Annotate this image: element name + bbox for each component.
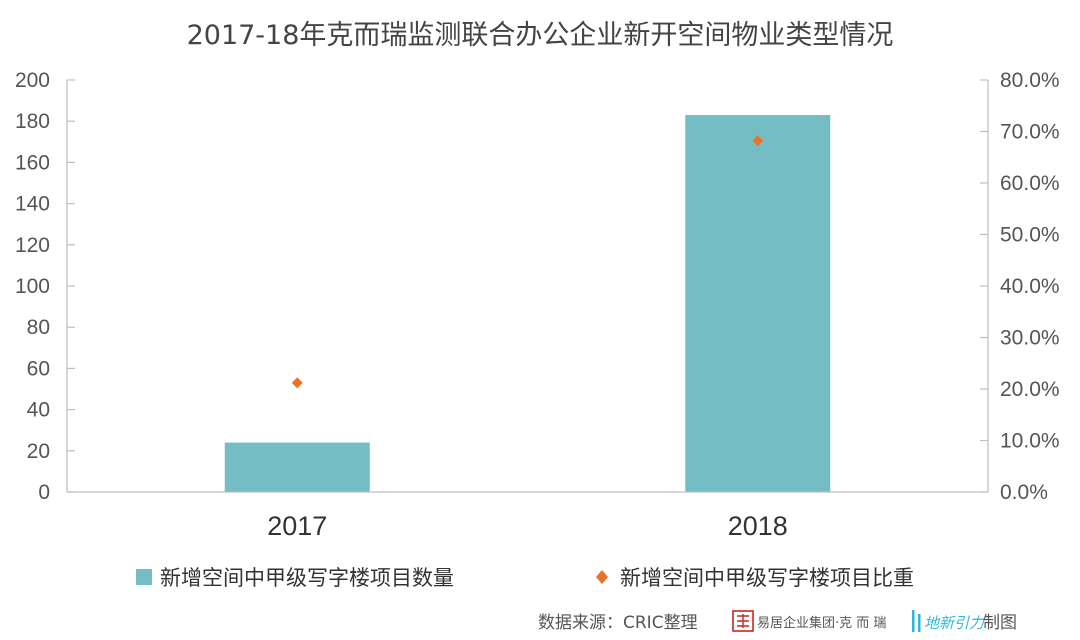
bar-series — [224, 115, 831, 493]
bar — [224, 442, 370, 492]
source-footer: 数据来源：CRIC整理 易居企业集团·克 而 瑞 地新引力 制图 — [538, 610, 1017, 633]
legend-point-label: 新增空间中甲级写字楼项目比重 — [620, 566, 914, 590]
left-tick-label: 180 — [15, 110, 50, 133]
right-tick-label: 60.0% — [1000, 172, 1060, 195]
data-point — [752, 135, 764, 147]
left-tick-label: 80 — [27, 316, 50, 339]
left-tick-label: 40 — [27, 399, 50, 422]
point-series — [291, 135, 764, 389]
legend-point-swatch — [596, 570, 608, 584]
left-tick-label: 20 — [27, 440, 50, 463]
source-label: 数据来源：CRIC整理 — [538, 613, 698, 633]
dixinyinli-logo-icon — [912, 610, 921, 632]
legend-bar-label: 新增空间中甲级写字楼项目数量 — [160, 566, 454, 590]
right-tick-label: 10.0% — [1000, 430, 1060, 453]
data-point — [291, 377, 303, 389]
bar — [685, 115, 831, 493]
right-tick-label: 80.0% — [1000, 69, 1060, 92]
category-label: 2017 — [267, 511, 327, 541]
right-tick-label: 0.0% — [1000, 481, 1048, 504]
left-tick-label: 120 — [15, 234, 50, 257]
right-tick-label: 70.0% — [1000, 121, 1060, 144]
yiju-seal-icon — [732, 610, 754, 632]
legend-bar-swatch — [136, 569, 152, 585]
right-tick-label: 30.0% — [1000, 327, 1060, 350]
chart-title: 2017-18年克而瑞监测联合办公企业新开空间物业类型情况 — [187, 20, 894, 51]
left-tick-label: 160 — [15, 151, 50, 174]
left-tick-label: 140 — [15, 193, 50, 216]
footer-suffix: 制图 — [983, 613, 1017, 633]
right-tick-label: 50.0% — [1000, 224, 1060, 247]
left-tick-label: 200 — [15, 69, 50, 92]
left-tick-label: 100 — [15, 275, 50, 298]
left-y-axis: 0 20 40 60 80 100 120 140 160 180 200 — [15, 69, 75, 504]
left-tick-label: 0 — [38, 481, 50, 504]
category-axis: 2017 2018 — [267, 511, 788, 541]
legend: 新增空间中甲级写字楼项目数量 新增空间中甲级写字楼项目比重 — [136, 566, 914, 590]
right-y-axis: 0.0% 10.0% 20.0% 30.0% 40.0% 50.0% 60.0% 70.0% 8… — [980, 69, 1060, 504]
category-label: 2018 — [728, 511, 788, 541]
right-tick-label: 20.0% — [1000, 378, 1060, 401]
right-tick-label: 40.0% — [1000, 275, 1060, 298]
left-tick-label: 60 — [27, 357, 50, 380]
brand-text: 地新引力 — [924, 614, 985, 632]
logo-text: 易居企业集团·克 而 瑞 — [757, 615, 886, 631]
